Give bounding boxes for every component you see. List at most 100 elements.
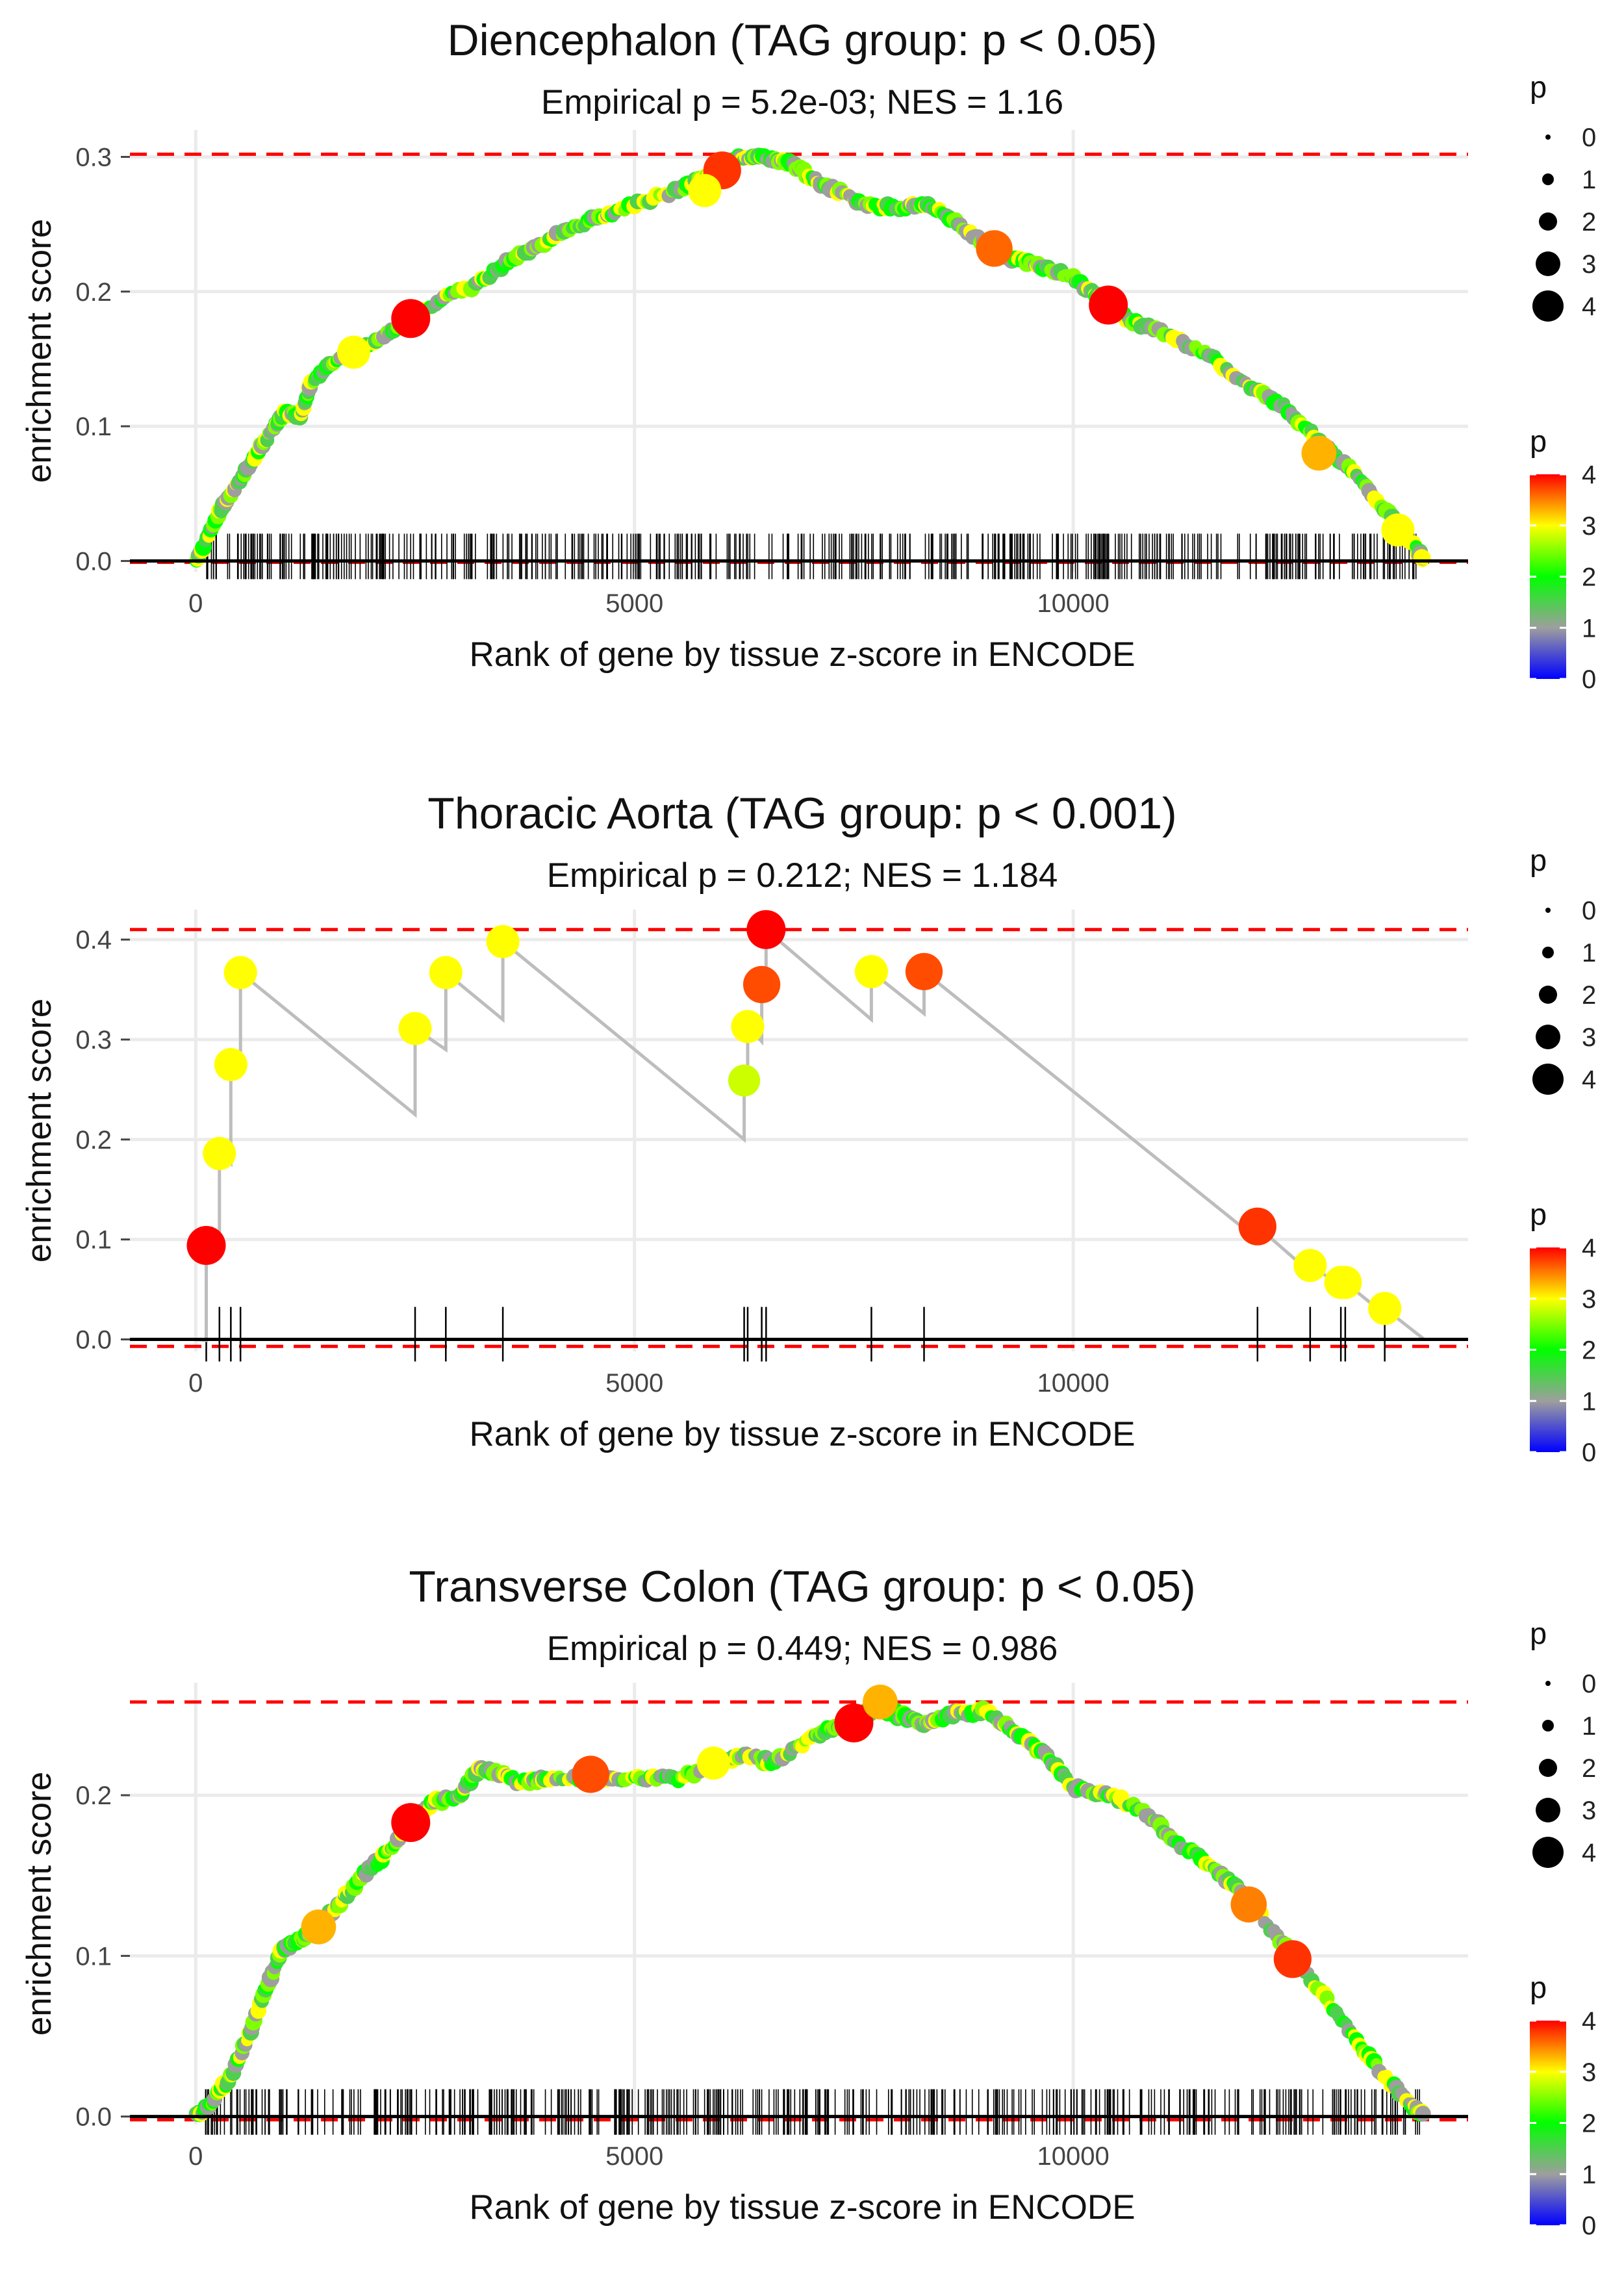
color-legend-title: p bbox=[1530, 1197, 1547, 1231]
x-tick-label: 5000 bbox=[605, 1369, 663, 1398]
color-legend-label: 1 bbox=[1582, 1387, 1596, 1416]
es-highlight-point bbox=[1381, 513, 1415, 547]
es-highlight-point bbox=[728, 1064, 761, 1097]
es-points bbox=[189, 147, 1431, 568]
color-legend-label: 3 bbox=[1582, 1285, 1596, 1314]
x-tick-label: 0 bbox=[188, 589, 203, 618]
size-legend-label: 1 bbox=[1582, 1712, 1596, 1741]
rug-marks bbox=[205, 2089, 1421, 2135]
es-highlight-point bbox=[742, 965, 781, 1004]
color-legend-label: 2 bbox=[1582, 1336, 1596, 1365]
rug-marks bbox=[206, 533, 1417, 580]
chart-panel-3: Transverse Colon (TAG group: p < 0.05) Em… bbox=[20, 1562, 1596, 2240]
color-legend-label: 2 bbox=[1582, 2110, 1596, 2138]
size-legend-label: 1 bbox=[1582, 166, 1596, 194]
chart-title: Transverse Colon (TAG group: p < 0.05) bbox=[409, 1562, 1195, 1611]
chart-title: Diencephalon (TAG group: p < 0.05) bbox=[447, 16, 1157, 65]
chart-subtitle: Empirical p = 5.2e-03; NES = 1.16 bbox=[541, 83, 1063, 121]
size-legend-label: 0 bbox=[1582, 1670, 1596, 1698]
es-highlight-point bbox=[1273, 1940, 1312, 1978]
size-legend-title: p bbox=[1530, 70, 1547, 104]
x-tick-label: 10000 bbox=[1037, 2142, 1110, 2171]
es-highlight-point bbox=[688, 173, 722, 207]
chart-panel-1: Diencephalon (TAG group: p < 0.05) Empiri… bbox=[20, 16, 1596, 694]
y-tick-label: 0.3 bbox=[75, 1026, 112, 1054]
size-legend-label: 2 bbox=[1582, 208, 1596, 236]
size-legend-title: p bbox=[1530, 1616, 1547, 1650]
chart-subtitle: Empirical p = 0.449; NES = 0.986 bbox=[547, 1629, 1058, 1668]
size-legend-key bbox=[1536, 251, 1560, 276]
size-legend-key bbox=[1539, 986, 1557, 1004]
y-tick-label: 0.1 bbox=[75, 413, 112, 441]
es-highlight-point bbox=[905, 952, 943, 991]
chart-subtitle: Empirical p = 0.212; NES = 1.184 bbox=[547, 856, 1058, 895]
es-highlight-point bbox=[214, 1047, 247, 1081]
y-axis-label: enrichment score bbox=[20, 219, 58, 483]
es-highlight-point bbox=[1328, 1266, 1362, 1299]
x-tick-label: 5000 bbox=[605, 2142, 663, 2171]
color-legend-label: 1 bbox=[1582, 614, 1596, 643]
color-legend-title: p bbox=[1530, 424, 1547, 458]
es-highlight-point bbox=[186, 1225, 226, 1265]
es-point bbox=[1415, 2106, 1431, 2122]
es-highlight-point bbox=[1293, 1249, 1327, 1283]
size-legend-key bbox=[1545, 1681, 1551, 1686]
chart-panel-2: Thoracic Aorta (TAG group: p < 0.001) Emp… bbox=[20, 789, 1596, 1467]
y-tick-label: 0.1 bbox=[75, 1942, 112, 1971]
es-highlight-point bbox=[572, 1756, 609, 1793]
y-tick-label: 0.1 bbox=[75, 1226, 112, 1255]
y-tick-label: 0.0 bbox=[75, 1326, 112, 1355]
es-highlight-point bbox=[1238, 1207, 1276, 1246]
size-legend-key bbox=[1532, 290, 1564, 322]
size-legend-label: 4 bbox=[1582, 1066, 1596, 1094]
x-tick-label: 0 bbox=[188, 1369, 203, 1398]
size-legend-label: 0 bbox=[1582, 897, 1596, 925]
x-tick-label: 5000 bbox=[605, 589, 663, 618]
size-legend-key bbox=[1542, 947, 1554, 958]
es-highlight-point bbox=[1230, 1886, 1267, 1923]
size-legend-label: 2 bbox=[1582, 1754, 1596, 1783]
color-legend-label: 2 bbox=[1582, 563, 1596, 592]
x-tick-label: 10000 bbox=[1037, 1369, 1110, 1398]
es-highlight-point bbox=[429, 956, 463, 990]
es-highlight-point bbox=[336, 335, 370, 369]
es-highlight-point bbox=[1089, 285, 1128, 325]
es-points bbox=[188, 1684, 1431, 2123]
size-legend-key bbox=[1532, 1064, 1564, 1095]
color-legend-label: 4 bbox=[1582, 461, 1596, 489]
y-axis-label: enrichment score bbox=[20, 1772, 58, 2036]
size-legend-key bbox=[1539, 212, 1557, 231]
size-legend-key bbox=[1536, 1798, 1560, 1822]
color-legend-label: 3 bbox=[1582, 2058, 1596, 2087]
x-tick-label: 0 bbox=[188, 2142, 203, 2171]
size-legend-key bbox=[1542, 1720, 1554, 1731]
y-tick-label: 0.3 bbox=[75, 143, 112, 172]
y-tick-label: 0.2 bbox=[75, 278, 112, 307]
legend: p 0 1 2 3 4 p 4 3 2 1 0 bbox=[1530, 70, 1596, 694]
y-tick-label: 0.2 bbox=[75, 1782, 112, 1810]
legend: p 0 1 2 3 4 p 4 3 2 1 0 bbox=[1530, 843, 1596, 1467]
legend: p 0 1 2 3 4 p 4 3 2 1 0 bbox=[1530, 1616, 1596, 2240]
size-legend-label: 4 bbox=[1582, 292, 1596, 321]
chart-title: Thoracic Aorta (TAG group: p < 0.001) bbox=[427, 789, 1176, 838]
size-legend-key bbox=[1539, 1759, 1557, 1777]
es-highlight-point bbox=[391, 299, 431, 339]
es-highlight-point bbox=[863, 1684, 898, 1720]
size-legend-key bbox=[1542, 173, 1554, 185]
es-highlight-point bbox=[696, 1746, 730, 1780]
size-legend-label: 4 bbox=[1582, 1839, 1596, 1867]
es-highlight-point bbox=[746, 910, 786, 949]
es-highlight-point bbox=[854, 954, 888, 988]
color-legend-label: 4 bbox=[1582, 1234, 1596, 1262]
size-legend-label: 3 bbox=[1582, 250, 1596, 279]
color-legend-label: 0 bbox=[1582, 665, 1596, 694]
size-legend-label: 3 bbox=[1582, 1023, 1596, 1052]
es-highlight-point bbox=[731, 1010, 765, 1043]
color-legend-label: 3 bbox=[1582, 512, 1596, 541]
y-tick-label: 0.2 bbox=[75, 1126, 112, 1155]
y-tick-label: 0.0 bbox=[75, 2103, 112, 2132]
es-highlight-point bbox=[398, 1012, 432, 1045]
size-legend-key bbox=[1545, 908, 1551, 913]
size-legend-key bbox=[1532, 1837, 1564, 1868]
